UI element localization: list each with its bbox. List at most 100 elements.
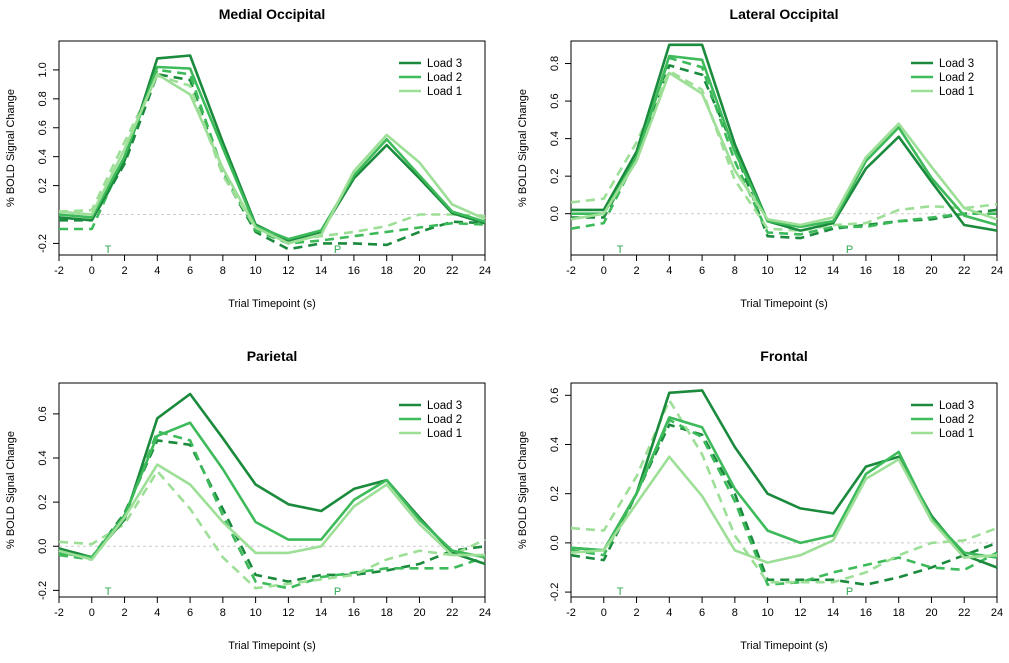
legend-label: Load 2 <box>427 414 462 426</box>
marker-p: P <box>334 244 341 256</box>
x-tick-label: 10 <box>249 265 261 277</box>
chart-panel-1: Medial Occipital-2 0 2 4 6 8 10 12 14 16 18 20 22 24-… <box>5 6 491 310</box>
chart-title: Frontal <box>760 348 807 364</box>
series-load-1-solid <box>570 455 998 564</box>
y-tick-label: 0.4 <box>37 149 49 164</box>
plot-frame <box>570 382 998 598</box>
legend-label: Load 3 <box>939 58 974 70</box>
y-axis-label: % BOLD Signal Change <box>517 89 529 207</box>
chart-panel-3: Parietal-2 0 2 4 6 8 10 12 14 16 18 20 22 24-0.20.00.… <box>5 348 491 652</box>
x-tick-label: 6 <box>187 607 193 619</box>
legend-label: Load 3 <box>939 400 974 412</box>
x-tick-label: 8 <box>732 265 738 277</box>
y-tick-label: 0.6 <box>549 93 561 108</box>
x-tick-label: 16 <box>860 265 872 277</box>
chart-title: Parietal <box>247 348 298 364</box>
y-tick-label: 1.0 <box>37 62 49 77</box>
y-tick-label: 0.6 <box>37 406 49 421</box>
x-tick-label: 20 <box>925 607 937 619</box>
x-tick-label: 6 <box>699 607 705 619</box>
series-load-3-dashed <box>59 73 486 251</box>
series-load-2-dashed <box>59 68 486 245</box>
legend-label: Load 1 <box>427 86 462 98</box>
x-tick-label: -2 <box>54 607 64 619</box>
x-tick-label: 14 <box>827 265 839 277</box>
x-tick-label: 6 <box>187 265 193 277</box>
y-tick-label: 0.2 <box>37 494 49 509</box>
series-load-2-dashed <box>58 430 486 590</box>
x-tick-label: 4 <box>154 607 160 619</box>
x-tick-label: 0 <box>89 265 95 277</box>
y-tick-label: 0.4 <box>37 450 49 465</box>
marker-t: T <box>105 586 112 598</box>
y-tick-label: -0.2 <box>37 581 49 600</box>
x-tick-label: 2 <box>633 265 639 277</box>
x-tick-label: 18 <box>381 607 393 619</box>
x-tick-label: 16 <box>348 265 360 277</box>
series-load-1-solid <box>58 463 485 561</box>
x-tick-label: 14 <box>315 607 327 619</box>
x-tick-label: 12 <box>794 607 806 619</box>
x-tick-label: 20 <box>925 265 937 277</box>
x-tick-label: 8 <box>732 607 738 619</box>
x-tick-label: 4 <box>154 265 160 277</box>
series-load-3-dashed <box>58 439 486 583</box>
x-tick-label: -2 <box>566 607 576 619</box>
x-tick-label: 8 <box>220 607 226 619</box>
x-tick-label: 10 <box>249 607 261 619</box>
x-tick-label: 22 <box>446 265 458 277</box>
series-load-1-solid <box>570 71 998 227</box>
legend-label: Load 2 <box>427 72 462 84</box>
y-tick-label: 0.8 <box>549 56 561 71</box>
series-load-3-dashed <box>571 64 998 240</box>
series-load-2-dashed <box>570 418 998 587</box>
y-tick-label: -0.2 <box>37 234 49 253</box>
x-tick-label: 14 <box>315 265 327 277</box>
series-load-1-dashed <box>58 74 486 242</box>
x-tick-label: 2 <box>633 607 639 619</box>
legend-label: Load 1 <box>939 86 974 98</box>
x-tick-label: 18 <box>893 265 905 277</box>
x-tick-label: 16 <box>348 607 360 619</box>
y-tick-label: 0.0 <box>37 539 49 554</box>
legend-label: Load 3 <box>427 58 462 70</box>
series-load-2-solid <box>571 54 998 229</box>
x-tick-label: 6 <box>699 265 705 277</box>
x-tick-label: 22 <box>958 265 970 277</box>
x-tick-label: 22 <box>446 607 458 619</box>
y-tick-label: 0.6 <box>549 388 561 403</box>
x-tick-label: 10 <box>761 265 773 277</box>
y-tick-label: 0.4 <box>549 131 561 146</box>
x-tick-label: 22 <box>958 607 970 619</box>
marker-t: T <box>105 244 112 256</box>
series-load-1-dashed <box>58 469 486 590</box>
marker-p: P <box>334 586 341 598</box>
x-tick-label: 0 <box>601 607 607 619</box>
y-tick-label: 0.4 <box>549 437 561 452</box>
y-tick-label: -0.2 <box>549 583 561 602</box>
x-tick-label: 14 <box>827 607 839 619</box>
x-axis-label: Trial Timepoint (s) <box>740 298 828 310</box>
y-tick-label: 0.2 <box>549 486 561 501</box>
x-tick-label: -2 <box>566 265 576 277</box>
x-tick-label: 24 <box>479 607 491 619</box>
x-tick-label: 20 <box>413 265 425 277</box>
x-tick-label: 0 <box>601 265 607 277</box>
x-axis-label: Trial Timepoint (s) <box>228 640 316 652</box>
y-tick-label: 0.2 <box>37 178 49 193</box>
x-tick-label: 0 <box>89 607 95 619</box>
legend-label: Load 1 <box>939 428 974 440</box>
series-load-1-dashed <box>570 398 998 584</box>
x-tick-label: -2 <box>54 265 64 277</box>
x-tick-label: 18 <box>893 607 905 619</box>
x-tick-label: 8 <box>220 265 226 277</box>
y-tick-label: 0.6 <box>37 120 49 135</box>
legend-label: Load 2 <box>939 72 974 84</box>
x-tick-label: 4 <box>666 607 672 619</box>
x-tick-label: 2 <box>121 607 127 619</box>
chart-title: Lateral Occipital <box>730 6 839 22</box>
series-load-1-dashed <box>570 69 998 232</box>
x-tick-label: 18 <box>381 265 393 277</box>
plot-frame <box>58 382 486 598</box>
